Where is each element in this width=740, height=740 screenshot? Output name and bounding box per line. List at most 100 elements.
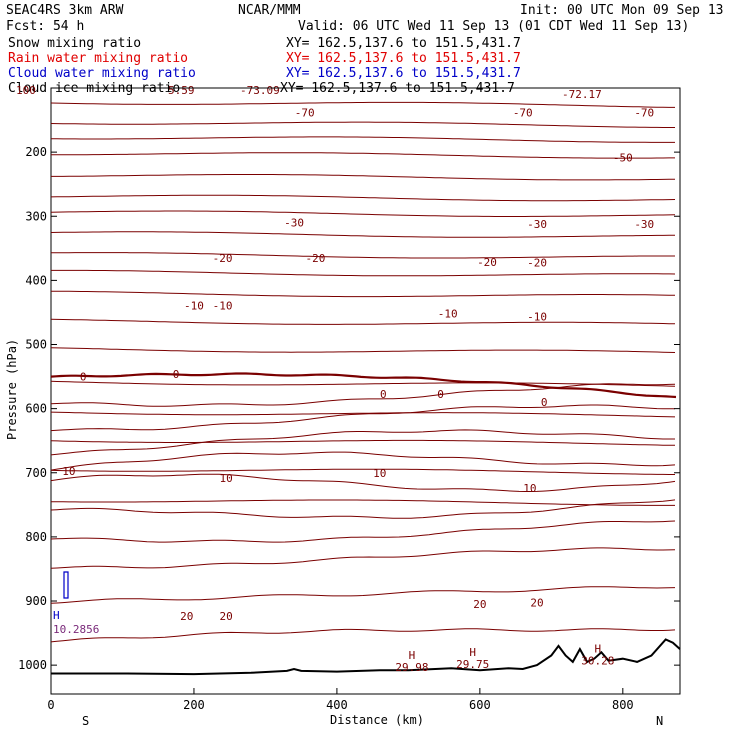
field-rain-label: Rain water mixing ratio: [8, 51, 188, 66]
contour-label: -20: [527, 256, 547, 269]
isotherm-line: [50, 499, 676, 519]
isotherm-line: [51, 252, 675, 259]
terrain-surface: [51, 638, 681, 676]
contour-label: -20: [213, 252, 233, 265]
field-snow-label: Snow mixing ratio: [8, 36, 141, 51]
isotherm-line: [50, 586, 676, 604]
isotherm-line: [50, 468, 675, 475]
contour-label: 0: [380, 388, 387, 401]
isotherm-line: [50, 383, 676, 407]
isotherm-line: [51, 152, 675, 159]
x-tick-label: 800: [612, 698, 634, 712]
contour-label: -10: [213, 299, 233, 312]
contour-label: -20: [477, 256, 497, 269]
x-tick-label: 400: [326, 698, 348, 712]
y-tick-label: 600: [25, 402, 47, 416]
x-end-label-north: N: [656, 714, 663, 728]
isotherm-line: [50, 210, 676, 217]
left-marks: H10.2856: [53, 609, 99, 636]
isotherm-line: [50, 347, 676, 353]
left-mark: H: [53, 609, 60, 622]
header-forecast: Fcst: 54 h: [6, 19, 84, 34]
y-tick-label: 800: [25, 530, 47, 544]
y-tick-label: 1000: [18, 658, 47, 672]
contour-label: 0: [437, 388, 444, 401]
contour-label: -10: [527, 310, 547, 323]
high-marker-value: 30.28: [581, 655, 614, 668]
isotherm-line: [50, 121, 675, 128]
contour-label: 0: [80, 371, 87, 384]
top-clip-label-5-59: 5.59: [168, 84, 195, 97]
y-tick-label: 500: [25, 338, 47, 352]
y-tick-label: 200: [25, 145, 47, 159]
contour-label: 20: [530, 596, 543, 609]
top-clip-labels: 100 5.59 -73.09 -72.17: [16, 84, 602, 101]
isotherm-line: [50, 429, 675, 456]
contour-label: -70: [513, 106, 533, 119]
freezing-level-line: [50, 372, 677, 399]
isotherm-line: [50, 499, 675, 506]
contour-label: -50: [613, 151, 633, 164]
contour-label: 10: [62, 465, 75, 478]
top-clip-label-100: 100: [16, 84, 36, 97]
high-marker-h: H: [594, 643, 601, 656]
y-tick-label: 400: [25, 273, 47, 287]
isotherm-line: [50, 547, 676, 569]
terrain-line: [51, 638, 681, 676]
top-clip-label-72-17: -72.17: [562, 88, 602, 101]
cloud-water-contour: [63, 571, 69, 599]
isotherm-line: [50, 404, 675, 432]
field-cloud-water-label: Cloud water mixing ratio: [8, 66, 196, 81]
contour-label: -10: [438, 308, 458, 321]
contour-label: 20: [219, 610, 232, 623]
contour-label: 10: [219, 472, 232, 485]
contour-label: -20: [306, 252, 326, 265]
y-tick-label: 900: [25, 594, 47, 608]
high-marker-value: 29.75: [456, 658, 489, 671]
left-mark: 10.2856: [53, 623, 99, 636]
x-axis-label: Distance (km): [330, 713, 424, 727]
header-org: NCAR/MMM: [238, 3, 301, 18]
contour-label: -70: [634, 106, 654, 119]
contour-label: -30: [634, 218, 654, 231]
isotherm-line: [50, 628, 676, 643]
header-valid: Valid: 06 UTC Wed 11 Sep 13 (01 CDT Wed …: [298, 19, 689, 34]
header: SEAC4RS 3km ARW NCAR/MMM Init: 00 UTC Mo…: [6, 3, 724, 96]
contour-label: 0: [541, 396, 548, 409]
isotherm-line: [51, 136, 675, 143]
x-tick-label: 0: [47, 698, 54, 712]
isotherm-line: [51, 290, 676, 298]
field-rain-xy: XY= 162.5,137.6 to 151.5,431.7: [286, 51, 521, 66]
isotherm-line: [50, 318, 676, 325]
contour-label: -30: [527, 218, 547, 231]
header-model: SEAC4RS 3km ARW: [6, 3, 124, 18]
contour-label: -10: [184, 299, 204, 312]
field-cloud-water-xy: XY= 162.5,137.6 to 151.5,431.7: [286, 66, 521, 81]
isotherm-line: [50, 380, 676, 387]
contour-label: 20: [473, 598, 486, 611]
contour-lines: [50, 101, 677, 643]
plot-frame: [50, 87, 681, 695]
contour-labels: -70 -70 -70-50-30 -30 -30-20 -20 -20 -20-10 -10-…: [62, 106, 654, 622]
high-marker-h: H: [469, 646, 476, 659]
high-marker-value: 29.98: [395, 661, 428, 674]
header-init: Init: 00 UTC Mon 09 Sep 13: [520, 3, 724, 18]
isotherm-line: [50, 194, 676, 202]
isotherm-line: [50, 439, 675, 446]
isotherm-line: [50, 231, 675, 238]
isotherm-line: [50, 411, 676, 418]
isotherm-line: [50, 473, 676, 492]
x-end-label-south: S: [82, 714, 89, 728]
isotherm-line: [50, 101, 675, 108]
y-axis-label: Pressure (hPa): [5, 339, 19, 440]
contour-label: -30: [284, 217, 304, 230]
isotherm-line: [50, 520, 676, 543]
high-marker-h: H: [409, 649, 416, 662]
y-tick-label: 300: [25, 209, 47, 223]
contour-label: 10: [373, 467, 386, 480]
contour-label: 20: [180, 610, 193, 623]
x-tick-label: 600: [469, 698, 491, 712]
